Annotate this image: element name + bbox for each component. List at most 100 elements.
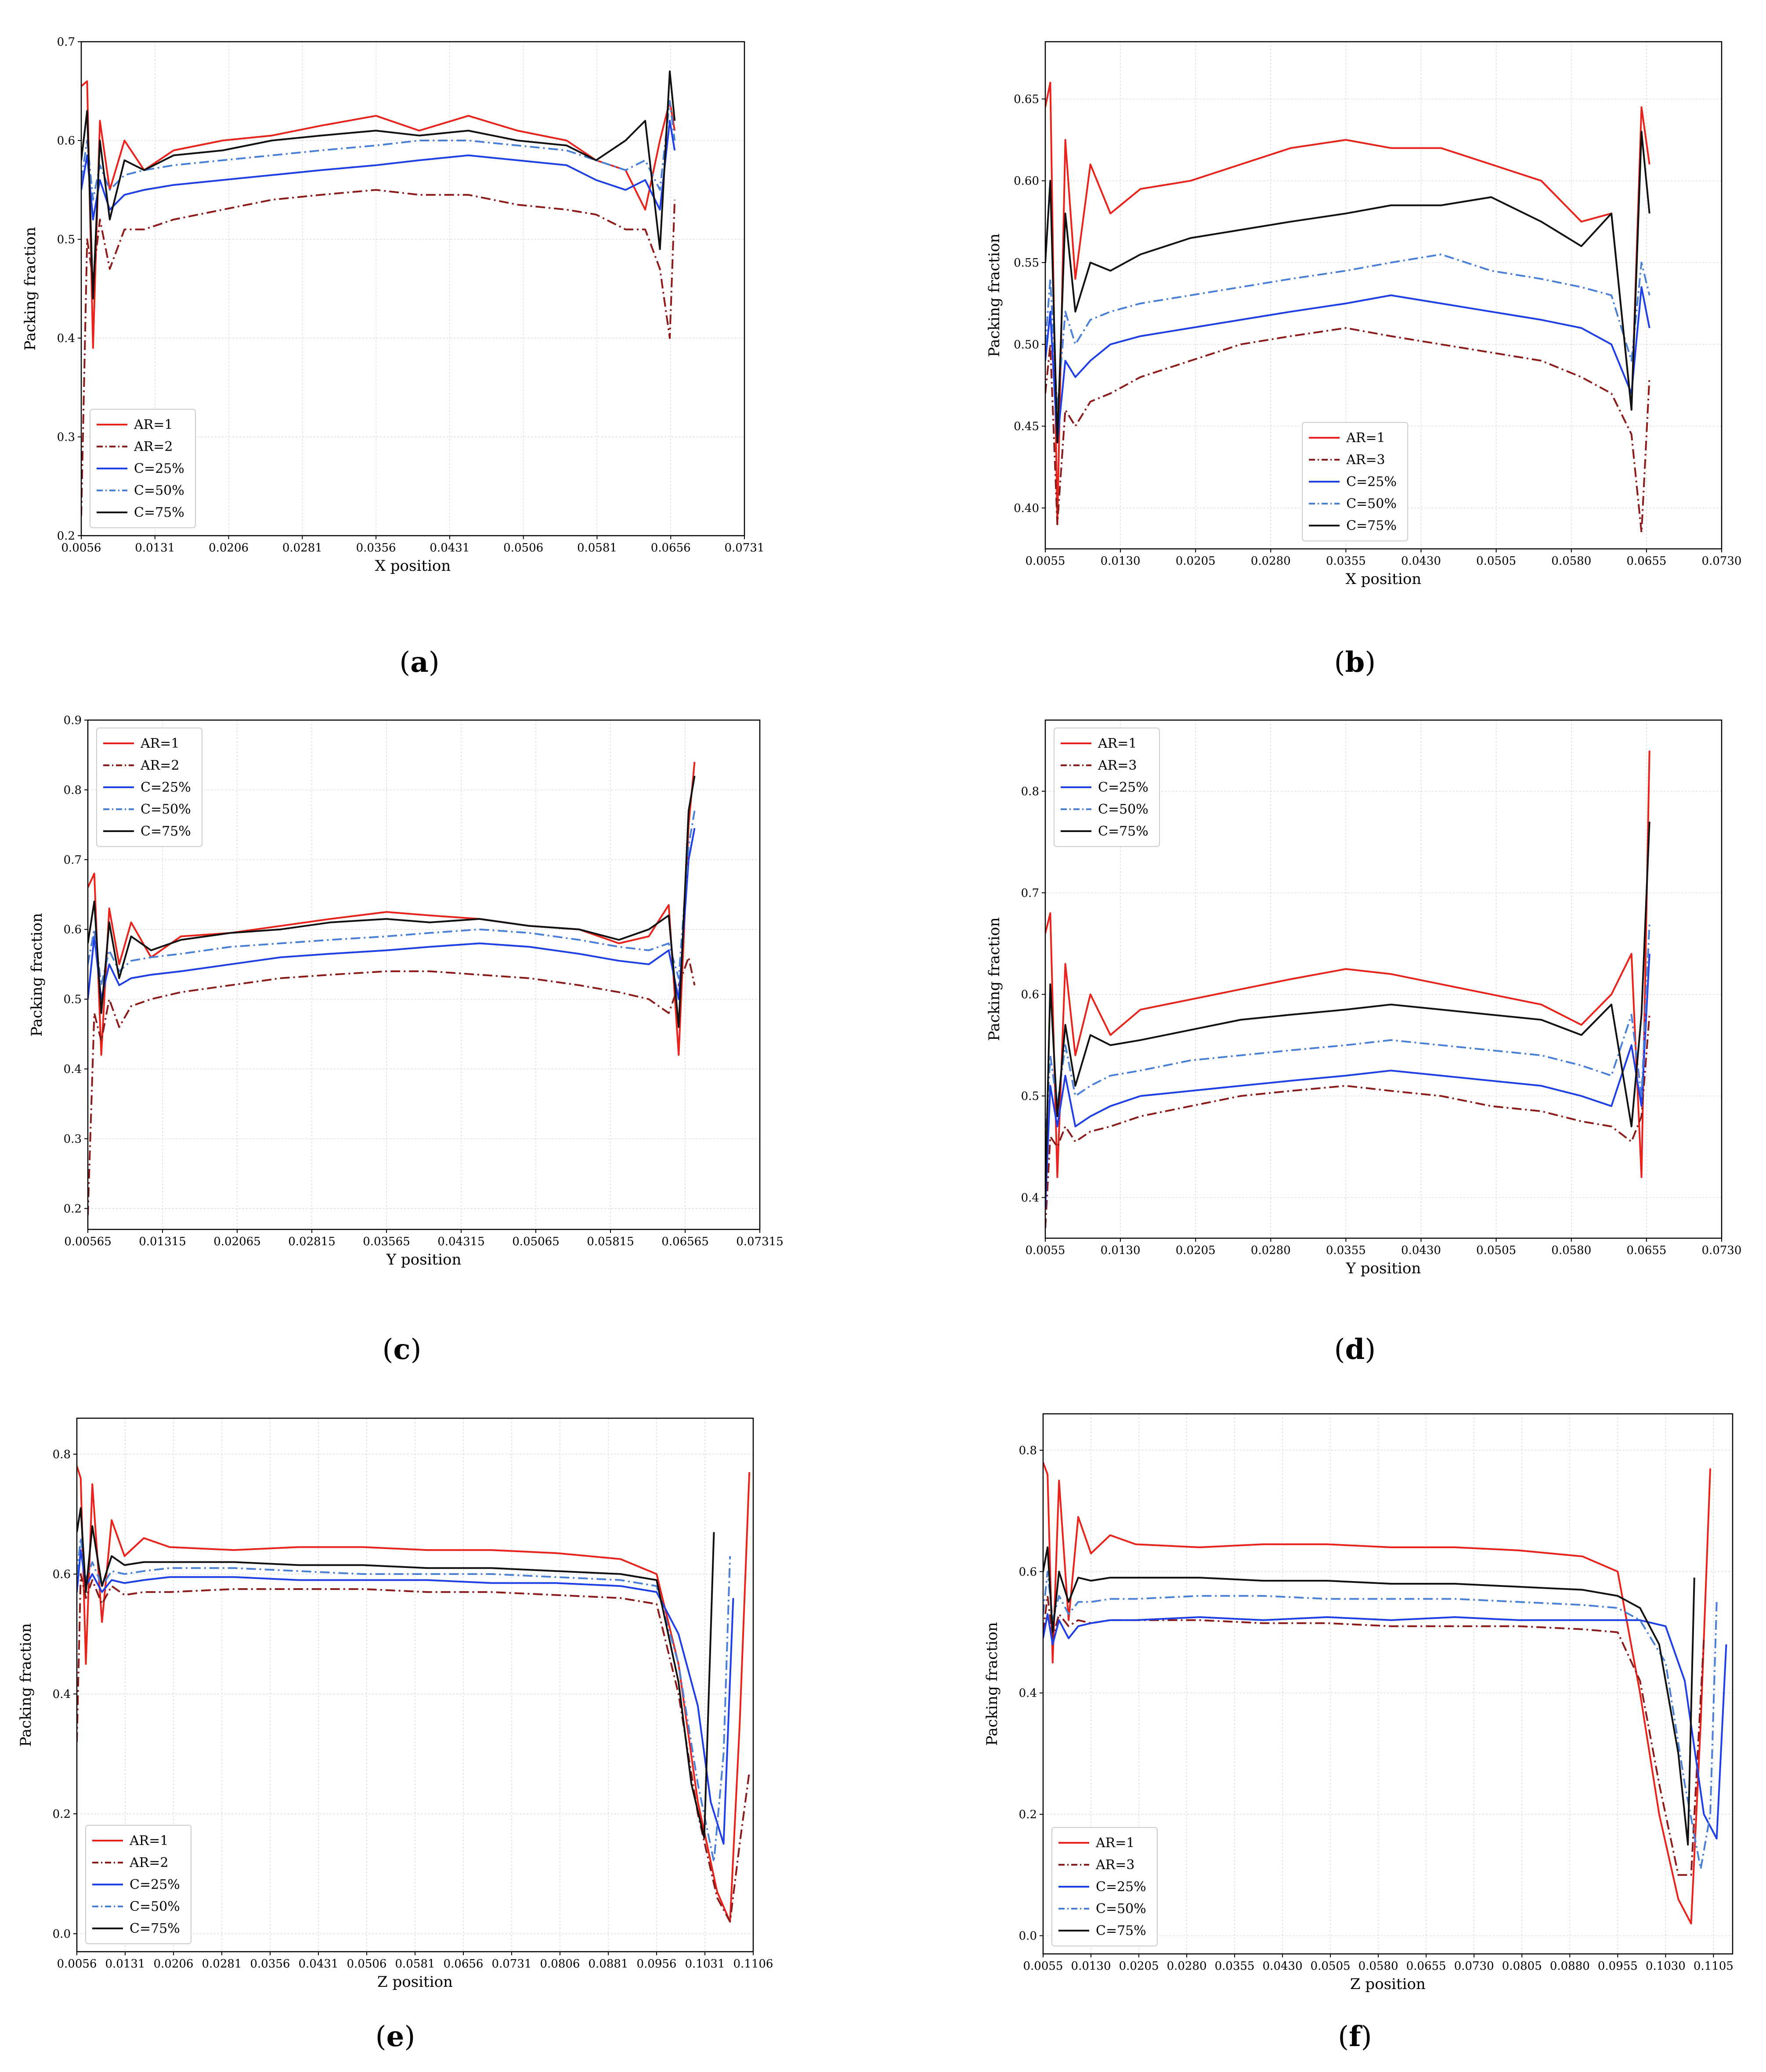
x-tick-label: 0.0655 xyxy=(1626,1244,1666,1257)
x-tick-label: 0.0205 xyxy=(1119,1960,1159,1973)
legend-label: C=75% xyxy=(1096,1923,1146,1939)
series-line xyxy=(88,956,696,1216)
series-line xyxy=(1043,1546,1695,1846)
x-tick-label: 0.0730 xyxy=(1702,555,1742,568)
x-tick-label: 0.0505 xyxy=(1476,555,1516,568)
legend: AR=1 AR=3 C=25% C=50% C=75% xyxy=(1054,728,1160,847)
panel-caption: (e) xyxy=(376,2020,415,2053)
series-line xyxy=(1043,1613,1727,1840)
panel-a: 0.0056 0.0131 0.0206 0.0281 0.0356 0.0431 0.05… xyxy=(22,36,764,679)
legend-label: C=75% xyxy=(134,505,184,520)
x-tick-label: 0.0655 xyxy=(1406,1960,1446,1973)
legend: AR=1 AR=2 C=25% C=50% C=75% xyxy=(90,409,196,528)
x-tick-label: 0.0581 xyxy=(395,1957,435,1971)
legend-label: C=50% xyxy=(141,802,191,817)
legend-label: AR=1 xyxy=(1098,736,1137,751)
x-tick-label: 0.0281 xyxy=(282,541,322,555)
x-tick-label: 0.0355 xyxy=(1326,555,1366,568)
legend-box xyxy=(90,409,196,528)
x-axis-label: Y position xyxy=(386,1251,462,1268)
x-tick-label: 0.0730 xyxy=(1454,1960,1494,1973)
legend-label: C=25% xyxy=(141,780,191,795)
panel-caption-letter: b xyxy=(1345,646,1365,679)
y-tick-label: 0.5 xyxy=(1021,1090,1039,1103)
x-tick-label: 0.0955 xyxy=(1598,1960,1638,1973)
x-tick-label: 0.0580 xyxy=(1551,1244,1591,1257)
y-tick-label: 0.8 xyxy=(53,1448,71,1461)
axes-frame xyxy=(76,1417,754,1953)
legend-label: AR=3 xyxy=(1095,1857,1134,1873)
panel-e: 0.0056 0.0131 0.0206 0.0281 0.0356 0.0431 0.05… xyxy=(17,1417,773,2053)
y-tick-label: 0.40 xyxy=(1014,502,1039,515)
x-tick-label: 0.07315 xyxy=(736,1235,784,1248)
y-axis-label: Packing fraction xyxy=(28,913,46,1037)
x-tick-label: 0.1106 xyxy=(733,1957,773,1971)
y-tick-label: 0.4 xyxy=(1021,1191,1039,1204)
legend-label: C=50% xyxy=(1098,802,1148,817)
x-tick-label: 0.0130 xyxy=(1071,1960,1111,1973)
panel-caption-letter: a xyxy=(410,646,428,679)
series-line xyxy=(88,775,696,1028)
panel-c: 0.00565 0.01315 0.02065 0.02815 0.03565 0.043… xyxy=(28,714,784,1366)
panel-caption-letter: e xyxy=(386,2020,404,2053)
x-tick-label: 0.0356 xyxy=(250,1957,290,1971)
y-tick-label: 0.6 xyxy=(1019,1565,1037,1578)
legend: AR=1 AR=2 C=25% C=50% C=75% xyxy=(96,728,202,847)
x-tick-label: 0.0131 xyxy=(105,1957,145,1971)
series-line xyxy=(1045,954,1650,1208)
y-tick-label: 0.4 xyxy=(57,332,75,345)
x-tick-label: 0.0055 xyxy=(1023,1960,1063,1973)
x-tick-label: 0.0205 xyxy=(1176,1244,1216,1257)
panel-caption: (a) xyxy=(399,646,439,679)
legend-label: AR=2 xyxy=(129,1855,168,1870)
x-tick-label: 0.0206 xyxy=(209,541,249,555)
x-tick-label: 0.0656 xyxy=(651,541,691,555)
y-tick-label: 0.8 xyxy=(1019,1444,1037,1457)
panel-caption: (c) xyxy=(383,1333,422,1366)
legend-label: C=25% xyxy=(134,461,184,476)
y-tick-label: 0.7 xyxy=(57,36,75,49)
y-tick-label: 0.9 xyxy=(64,714,82,727)
y-tick-label: 0.2 xyxy=(1019,1808,1037,1821)
series-line xyxy=(81,80,676,349)
y-tick-label: 0.6 xyxy=(53,1568,71,1581)
legend-label: C=75% xyxy=(141,824,191,839)
legend-label: AR=1 xyxy=(1095,1835,1134,1851)
panel-caption-letter: f xyxy=(1349,2020,1362,2053)
y-tick-label: 0.7 xyxy=(64,854,82,867)
y-tick-label: 0.6 xyxy=(64,923,82,937)
x-tick-label: 0.05065 xyxy=(512,1235,560,1248)
y-axis-label: Packing fraction xyxy=(22,227,39,351)
x-axis-label: Z position xyxy=(1350,1975,1426,1993)
y-tick-label: 0.2 xyxy=(57,530,75,543)
x-tick-label: 0.0880 xyxy=(1550,1960,1590,1973)
panel-caption-letter: c xyxy=(394,1333,411,1366)
y-tick-label: 0.3 xyxy=(57,431,75,444)
y-tick-label: 0.2 xyxy=(53,1808,71,1821)
y-tick-label: 0.60 xyxy=(1014,175,1039,188)
legend-label: AR=2 xyxy=(140,758,179,773)
legend-label: AR=1 xyxy=(140,736,179,751)
series-line xyxy=(1045,822,1650,1198)
x-tick-label: 0.0131 xyxy=(135,541,175,555)
series-line xyxy=(1043,1571,1718,1870)
x-tick-label: 0.0580 xyxy=(1358,1960,1398,1973)
x-tick-label: 0.01315 xyxy=(139,1235,186,1248)
x-tick-label: 0.0656 xyxy=(444,1957,484,1971)
y-tick-label: 0.6 xyxy=(57,134,75,148)
y-tick-label: 0.3 xyxy=(64,1132,82,1146)
legend-label: AR=1 xyxy=(129,1833,168,1849)
series-line xyxy=(88,811,696,986)
panel-caption: (d) xyxy=(1334,1333,1376,1366)
x-tick-label: 0.1030 xyxy=(1646,1960,1686,1973)
x-axis-label: Z position xyxy=(377,1973,453,1991)
y-tick-label: 0.45 xyxy=(1014,420,1039,433)
x-tick-label: 0.0205 xyxy=(1176,555,1216,568)
axes-frame xyxy=(1044,719,1723,1239)
x-tick-label: 0.0580 xyxy=(1551,555,1591,568)
y-tick-label: 0.6 xyxy=(1021,988,1039,1002)
x-tick-label: 0.03565 xyxy=(363,1235,410,1248)
x-tick-label: 0.0130 xyxy=(1101,1244,1141,1257)
panel-f: 0.0055 0.0130 0.0205 0.0280 0.0355 0.0430 0.05… xyxy=(983,1413,1733,2053)
